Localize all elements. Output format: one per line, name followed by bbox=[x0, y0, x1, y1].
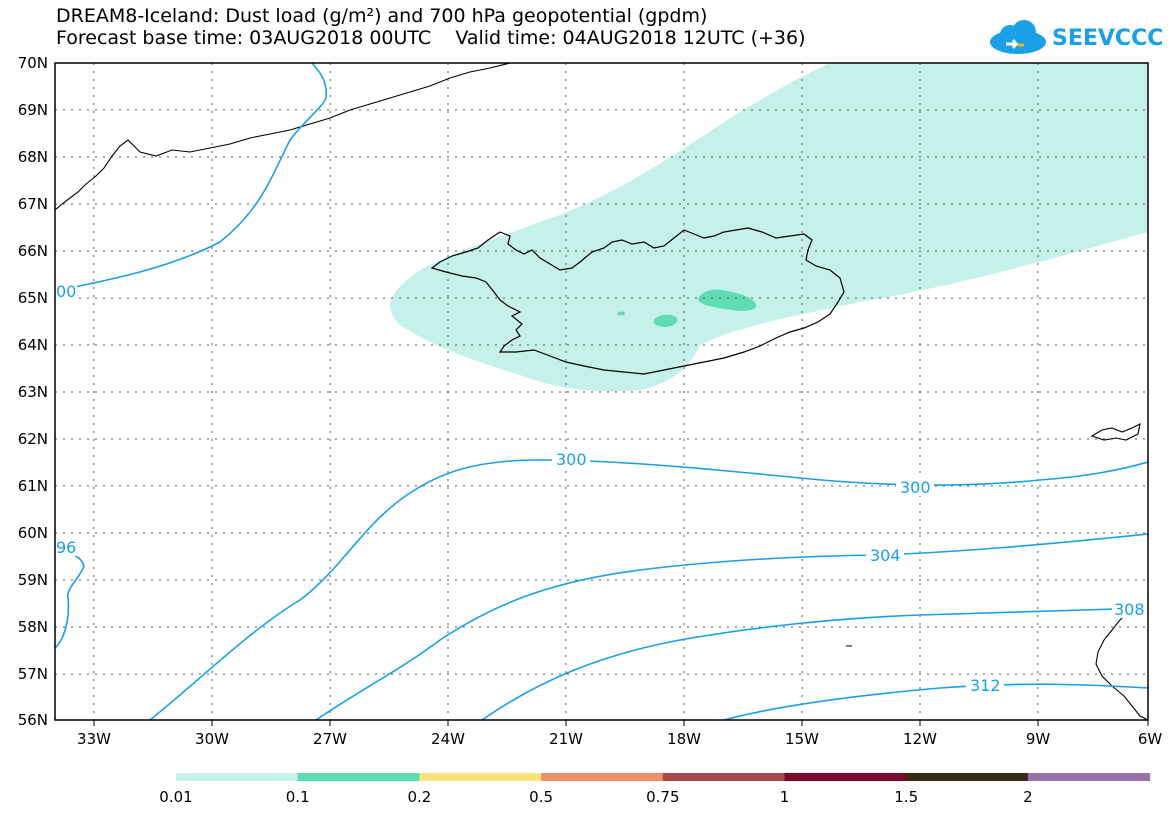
colorbar-swatch bbox=[784, 773, 907, 781]
colorbar-label: 0.1 bbox=[286, 788, 310, 806]
colorbar-label: 0.2 bbox=[407, 788, 431, 806]
contour-label-312: 312 bbox=[970, 676, 1001, 695]
contour-308 bbox=[481, 607, 1148, 720]
lat-label: 56N bbox=[18, 711, 48, 729]
lon-label: 33W bbox=[77, 730, 111, 748]
dust-patch-1 bbox=[698, 289, 757, 311]
lon-label: 9W bbox=[1026, 730, 1051, 748]
colorbar-label: 0.5 bbox=[529, 788, 553, 806]
lon-label: 12W bbox=[903, 730, 937, 748]
contour-296 bbox=[55, 551, 85, 649]
greenland-coastline bbox=[55, 63, 511, 211]
contour-304 bbox=[315, 533, 1148, 720]
contour-label-308: 308 bbox=[1114, 600, 1145, 619]
lat-label: 70N bbox=[18, 54, 48, 72]
lon-label: 24W bbox=[431, 730, 465, 748]
lat-label: 69N bbox=[18, 101, 48, 119]
dust-patch-2 bbox=[653, 314, 678, 327]
colorbar-swatch bbox=[176, 773, 299, 781]
lat-labels: 70N 69N 68N 67N 66N 65N 64N 63N 62N 61N … bbox=[18, 54, 48, 729]
lon-label: 21W bbox=[549, 730, 583, 748]
colorbar-label: 0.01 bbox=[159, 788, 192, 806]
plot-frame bbox=[54, 62, 1149, 721]
lat-label: 63N bbox=[18, 383, 48, 401]
contour-label-300-b: 300 bbox=[900, 478, 931, 497]
lon-label: 6W bbox=[1138, 730, 1163, 748]
lat-label: 58N bbox=[18, 618, 48, 636]
lat-label: 61N bbox=[18, 477, 48, 495]
colorbar-label: 1.5 bbox=[894, 788, 918, 806]
lon-labels: 33W 30W 27W 24W 21W 18W 15W 12W 9W 6W bbox=[77, 730, 1162, 748]
colorbar-swatch bbox=[1027, 773, 1151, 781]
map-subtitle: Forecast base time: 03AUG2018 00UTC Vali… bbox=[56, 27, 806, 49]
seevccc-logo bbox=[990, 20, 1046, 54]
contour-label-300-edge: 00 bbox=[56, 282, 76, 301]
contour-label-backgrounds bbox=[55, 282, 1148, 694]
colorbar-swatch bbox=[541, 773, 664, 781]
dust-patch-3 bbox=[617, 311, 625, 316]
lat-label: 60N bbox=[18, 524, 48, 542]
tick-marks bbox=[93, 720, 1149, 726]
colorbar-label: 1 bbox=[780, 788, 790, 806]
gridlines bbox=[55, 63, 1148, 720]
lon-label: 30W bbox=[195, 730, 229, 748]
colorbar-label: 2 bbox=[1023, 788, 1033, 806]
contour-312 bbox=[723, 683, 1148, 720]
lat-label: 65N bbox=[18, 289, 48, 307]
map-title: DREAM8-Iceland: Dust load (g/m²) and 700… bbox=[56, 5, 708, 27]
lat-label: 57N bbox=[18, 665, 48, 683]
lon-label: 18W bbox=[667, 730, 701, 748]
cloud-icon bbox=[990, 20, 1046, 54]
shetland-coastline bbox=[1090, 423, 1141, 441]
logo-text: SEEVCCC bbox=[1052, 26, 1164, 51]
colorbar: 0.01 0.1 0.2 0.5 0.75 1 1.5 2 bbox=[159, 773, 1151, 806]
lon-label: 27W bbox=[313, 730, 347, 748]
lon-label: 15W bbox=[785, 730, 819, 748]
lat-label: 67N bbox=[18, 195, 48, 213]
contour-label-304: 304 bbox=[870, 546, 901, 565]
colorbar-swatch bbox=[906, 773, 1029, 781]
plot-area: 300 300 304 308 312 00 96 bbox=[55, 63, 1148, 720]
geopotential-contours bbox=[55, 63, 1148, 720]
contour-label-300-a: 300 bbox=[556, 450, 587, 469]
lat-label: 62N bbox=[18, 430, 48, 448]
dust-plume-low bbox=[390, 63, 1148, 392]
colorbar-swatch bbox=[297, 773, 420, 781]
contour-label-296-edge: 96 bbox=[56, 538, 76, 557]
colorbar-label: 0.75 bbox=[646, 788, 679, 806]
lat-label: 59N bbox=[18, 571, 48, 589]
contour-300-north bbox=[55, 63, 328, 292]
lat-label: 64N bbox=[18, 336, 48, 354]
lat-label: 68N bbox=[18, 148, 48, 166]
colorbar-swatch bbox=[662, 773, 785, 781]
iceland-coastline bbox=[430, 227, 845, 375]
colorbar-swatch bbox=[419, 773, 542, 781]
lat-label: 66N bbox=[18, 242, 48, 260]
